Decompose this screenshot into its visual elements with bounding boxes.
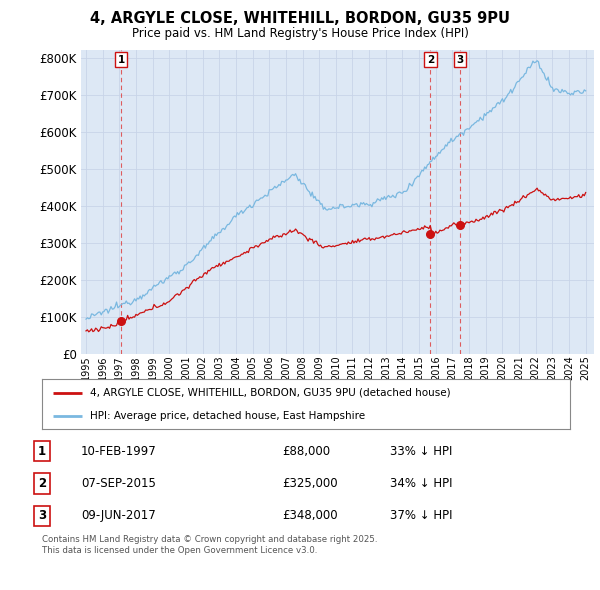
Text: £348,000: £348,000 — [282, 509, 338, 523]
Text: 2: 2 — [427, 55, 434, 65]
Text: £325,000: £325,000 — [282, 477, 338, 490]
Text: 2: 2 — [38, 477, 46, 490]
Text: 1: 1 — [38, 444, 46, 458]
Text: 37% ↓ HPI: 37% ↓ HPI — [390, 509, 452, 523]
Text: 09-JUN-2017: 09-JUN-2017 — [81, 509, 156, 523]
Text: 1: 1 — [118, 55, 125, 65]
Text: 4, ARGYLE CLOSE, WHITEHILL, BORDON, GU35 9PU: 4, ARGYLE CLOSE, WHITEHILL, BORDON, GU35… — [90, 11, 510, 25]
Text: 33% ↓ HPI: 33% ↓ HPI — [390, 444, 452, 458]
Text: Contains HM Land Registry data © Crown copyright and database right 2025.
This d: Contains HM Land Registry data © Crown c… — [42, 535, 377, 555]
Text: Price paid vs. HM Land Registry's House Price Index (HPI): Price paid vs. HM Land Registry's House … — [131, 27, 469, 40]
Text: 10-FEB-1997: 10-FEB-1997 — [81, 444, 157, 458]
Text: 34% ↓ HPI: 34% ↓ HPI — [390, 477, 452, 490]
Text: 07-SEP-2015: 07-SEP-2015 — [81, 477, 156, 490]
Text: HPI: Average price, detached house, East Hampshire: HPI: Average price, detached house, East… — [89, 411, 365, 421]
Text: 4, ARGYLE CLOSE, WHITEHILL, BORDON, GU35 9PU (detached house): 4, ARGYLE CLOSE, WHITEHILL, BORDON, GU35… — [89, 388, 450, 398]
Text: 3: 3 — [456, 55, 463, 65]
Text: £88,000: £88,000 — [282, 444, 330, 458]
Text: 3: 3 — [38, 509, 46, 523]
